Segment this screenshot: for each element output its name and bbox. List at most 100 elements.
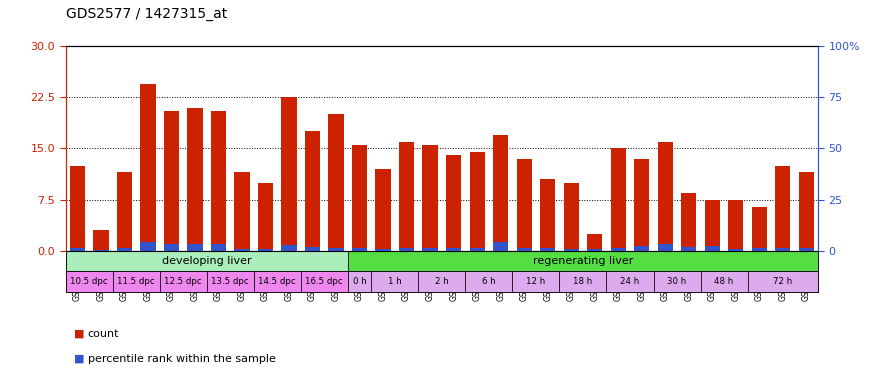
Bar [728, 200, 744, 251]
Bar [258, 249, 273, 251]
Text: 2 h: 2 h [435, 277, 449, 286]
Bar [66, 251, 348, 271]
Bar [187, 244, 203, 251]
Bar [470, 248, 485, 251]
Bar [206, 271, 254, 292]
Bar [587, 249, 602, 251]
Text: developing liver: developing liver [162, 256, 251, 266]
Bar [234, 249, 249, 251]
Text: 12 h: 12 h [527, 277, 546, 286]
Bar [187, 108, 203, 251]
Text: ■: ■ [74, 354, 85, 364]
Bar [301, 271, 348, 292]
Bar [254, 271, 301, 292]
Bar [775, 248, 790, 251]
Bar [634, 159, 649, 251]
Bar [348, 271, 371, 292]
Text: 14.5 dpc: 14.5 dpc [258, 277, 296, 286]
Bar [328, 114, 344, 251]
Bar [634, 246, 649, 251]
Bar [611, 149, 626, 251]
Bar [446, 155, 461, 251]
Bar [423, 145, 438, 251]
Bar [513, 271, 559, 292]
Bar [658, 244, 673, 251]
Bar [752, 248, 767, 251]
Bar [304, 131, 320, 251]
Bar [799, 248, 814, 251]
Text: 13.5 dpc: 13.5 dpc [212, 277, 249, 286]
Bar [564, 183, 579, 251]
Bar [94, 230, 108, 251]
Bar [559, 271, 606, 292]
Text: 48 h: 48 h [715, 277, 733, 286]
Bar [701, 271, 747, 292]
Bar [493, 242, 508, 251]
Bar [728, 249, 744, 251]
Bar [587, 234, 602, 251]
Text: 12.5 dpc: 12.5 dpc [164, 277, 202, 286]
Text: 18 h: 18 h [573, 277, 592, 286]
Text: 10.5 dpc: 10.5 dpc [70, 277, 108, 286]
Bar [516, 159, 532, 251]
Bar [418, 271, 466, 292]
Bar [658, 142, 673, 251]
Bar [375, 169, 391, 251]
Bar [446, 248, 461, 251]
Bar [94, 250, 108, 251]
Bar [70, 166, 85, 251]
Text: ■: ■ [74, 329, 85, 339]
Bar [116, 248, 132, 251]
Bar [704, 246, 720, 251]
Bar [328, 248, 344, 251]
Bar [799, 172, 814, 251]
Bar [704, 200, 720, 251]
Bar [66, 271, 113, 292]
Bar [516, 248, 532, 251]
Bar [747, 271, 818, 292]
Bar [116, 172, 132, 251]
Bar [304, 247, 320, 251]
Bar [371, 271, 418, 292]
Bar [493, 135, 508, 251]
Bar [466, 271, 513, 292]
Text: 0 h: 0 h [353, 277, 367, 286]
Bar [282, 245, 297, 251]
Bar [654, 271, 701, 292]
Bar [399, 142, 414, 251]
Bar [540, 248, 556, 251]
Bar [140, 242, 156, 251]
Bar [234, 172, 249, 251]
Bar [211, 111, 226, 251]
Text: regenerating liver: regenerating liver [533, 256, 634, 266]
Text: 16.5 dpc: 16.5 dpc [305, 277, 343, 286]
Text: percentile rank within the sample: percentile rank within the sample [88, 354, 276, 364]
Text: 6 h: 6 h [482, 277, 496, 286]
Bar [160, 271, 206, 292]
Text: 30 h: 30 h [668, 277, 687, 286]
Bar [564, 249, 579, 251]
Bar [164, 244, 179, 251]
Bar [399, 248, 414, 251]
Bar [140, 84, 156, 251]
Bar [164, 111, 179, 251]
Bar [752, 207, 767, 251]
Bar [375, 249, 391, 251]
Bar [775, 166, 790, 251]
Bar [681, 247, 696, 251]
Bar [352, 145, 367, 251]
Text: count: count [88, 329, 119, 339]
Text: 24 h: 24 h [620, 277, 640, 286]
Bar [423, 248, 438, 251]
Text: 1 h: 1 h [388, 277, 402, 286]
Text: GDS2577 / 1427315_at: GDS2577 / 1427315_at [66, 7, 227, 21]
Bar [352, 248, 367, 251]
Bar [681, 193, 696, 251]
Text: 11.5 dpc: 11.5 dpc [117, 277, 155, 286]
Bar [113, 271, 160, 292]
Bar [348, 251, 818, 271]
Bar [70, 248, 85, 251]
Text: 72 h: 72 h [774, 277, 793, 286]
Bar [258, 183, 273, 251]
Bar [611, 248, 626, 251]
